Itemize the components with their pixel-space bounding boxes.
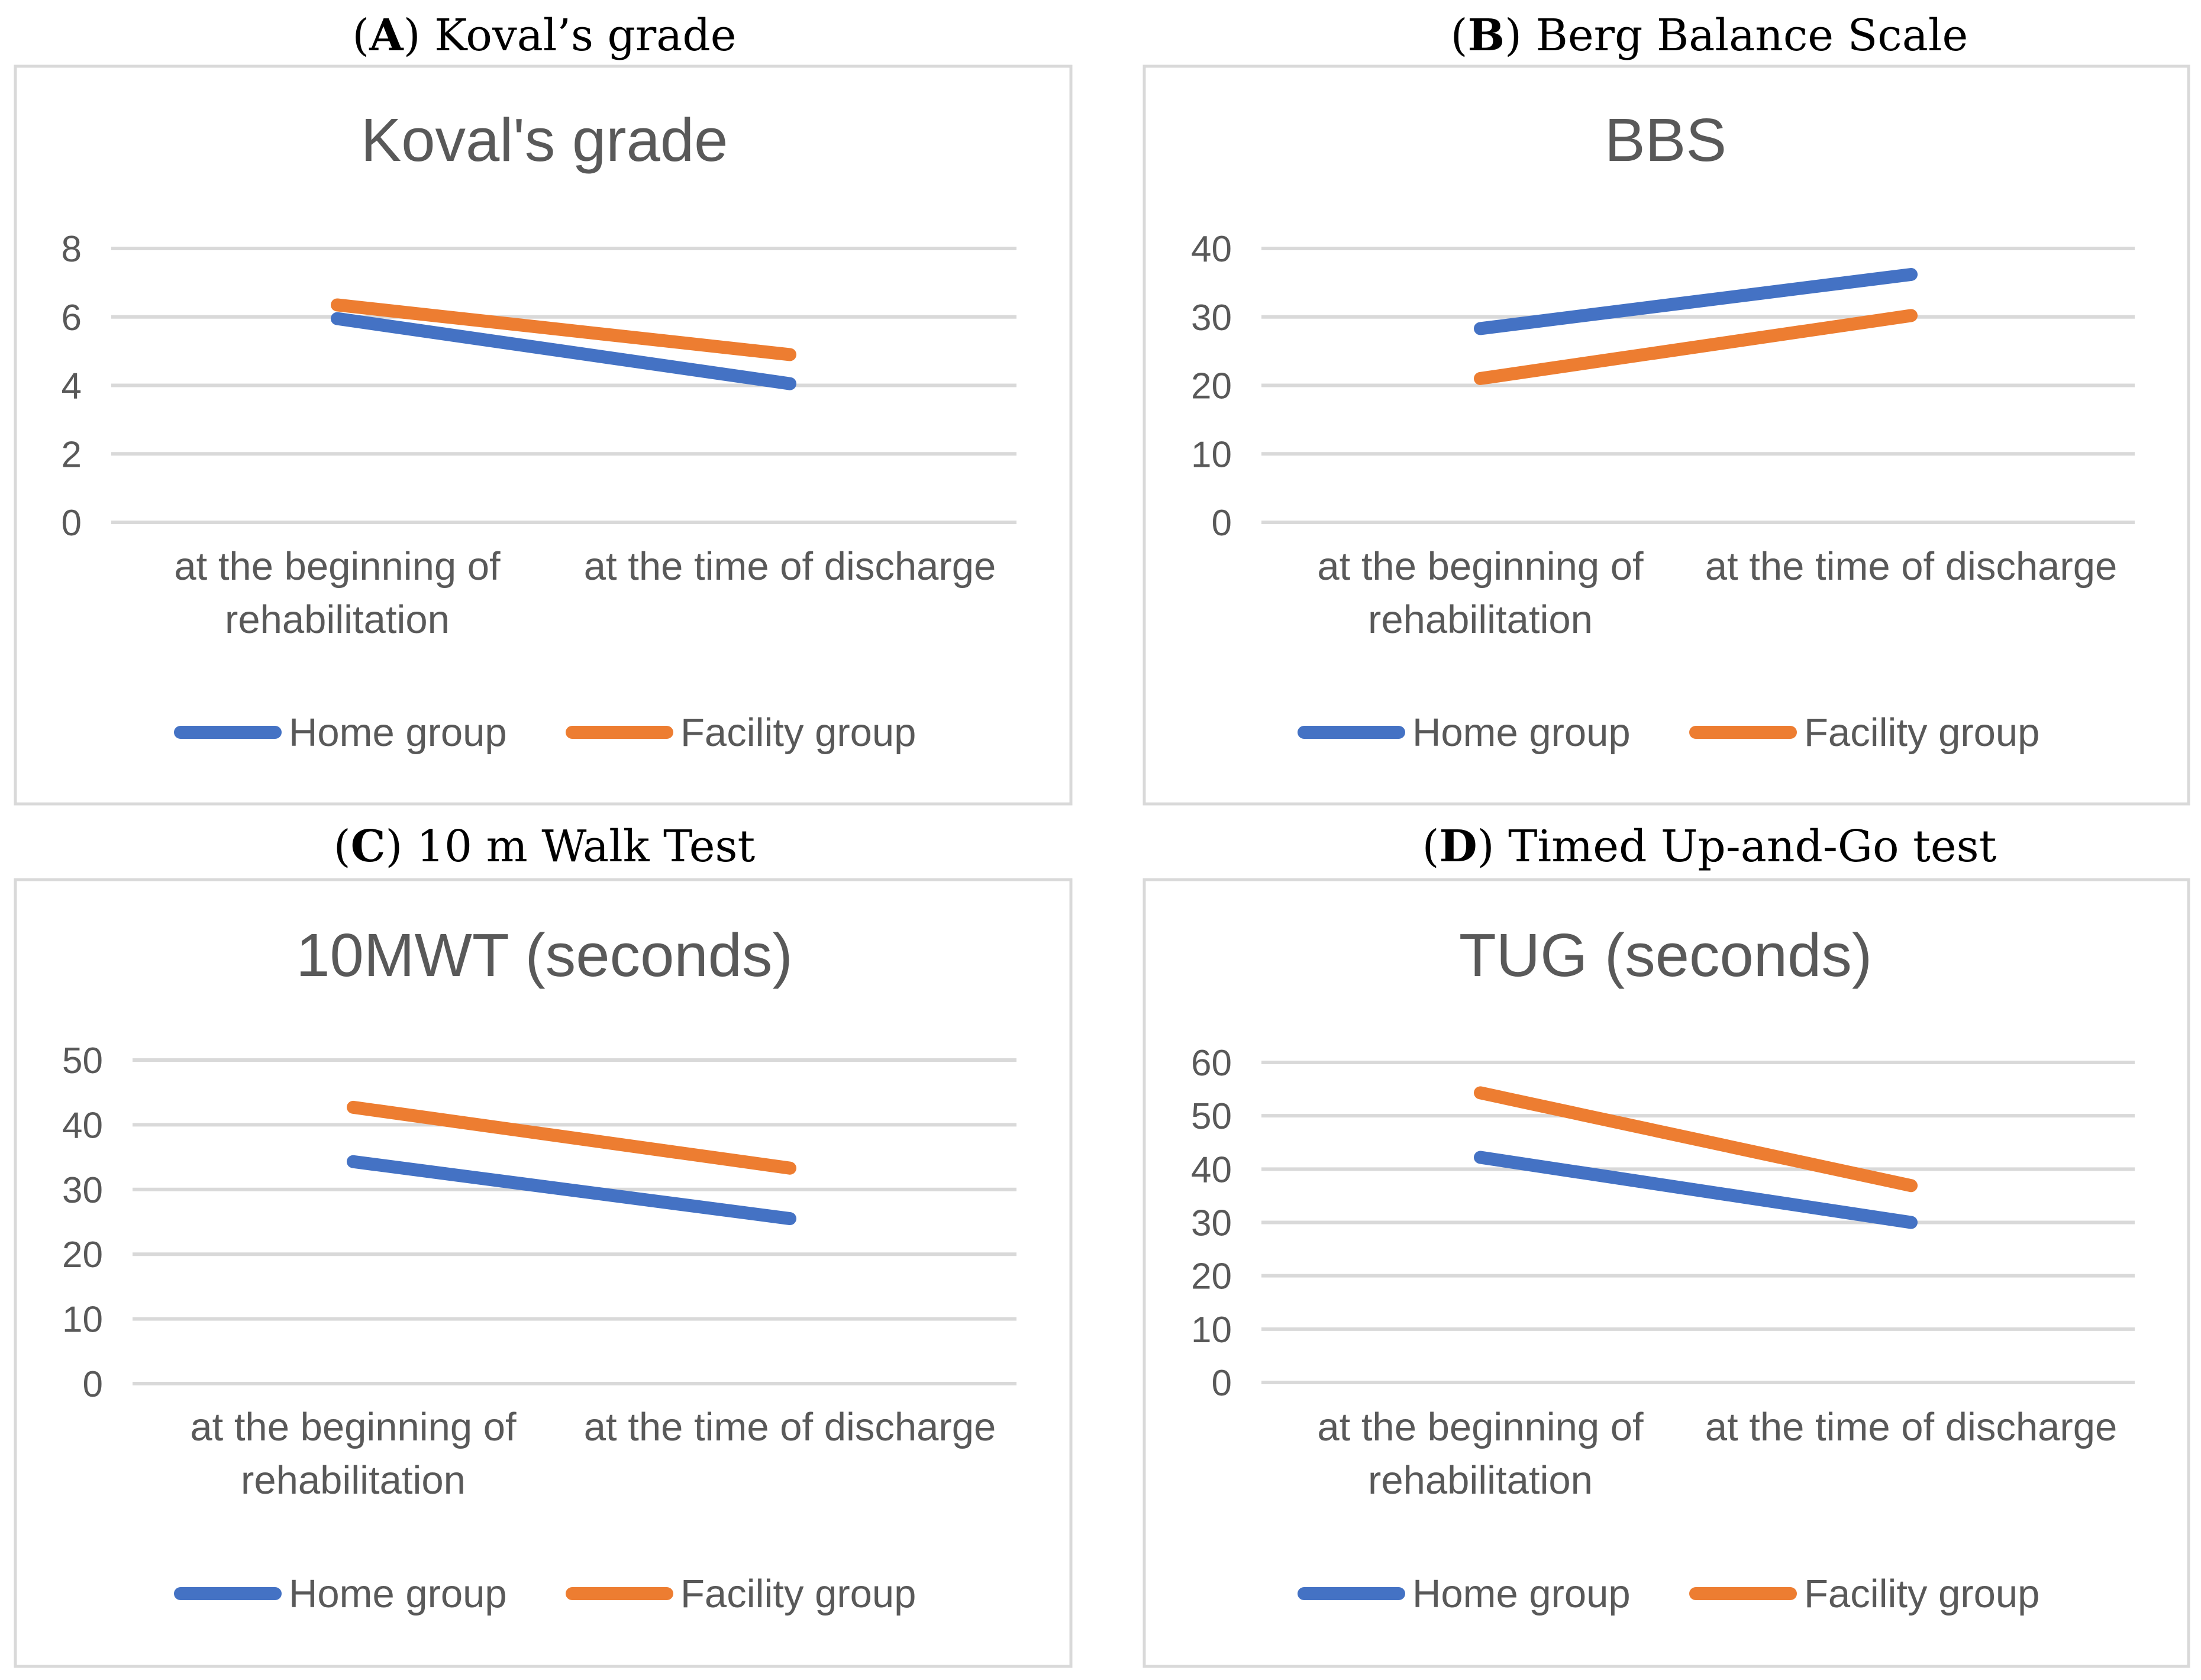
panel-caption-open-paren: (	[352, 10, 369, 61]
chart-frame	[1143, 64, 2190, 806]
data-point-facility	[1480, 377, 1481, 379]
panel-caption-open-paren: (	[1422, 821, 1440, 872]
chart-panel-c: (C) 10 m Walk Test 10MWT (seconds) 0 10 20 30…	[14, 821, 1073, 1668]
y-tick-label: 30	[1191, 298, 1232, 338]
series-line-home	[347, 1155, 796, 1226]
x-category-label: at the time of discharge	[584, 1405, 996, 1449]
x-category-label: at the beginning of	[1317, 1405, 1644, 1449]
legend-label-home: Home group	[1412, 1572, 1631, 1616]
panel-caption-open-paren: (	[1451, 10, 1468, 61]
panel-letter: A	[369, 10, 404, 61]
legend-label-facility: Facility group	[680, 710, 916, 755]
y-tick-label: 0	[83, 1364, 103, 1405]
y-tick-label: 30	[1191, 1203, 1232, 1244]
y-tick-label: 40	[1191, 229, 1232, 270]
data-point-facility	[1910, 315, 1912, 316]
data-point-facility	[337, 304, 338, 306]
panel-caption: (D) Timed Up-and-Go test	[1422, 821, 1997, 872]
chart-title: TUG (seconds)	[1459, 921, 1872, 989]
series-line-home	[331, 312, 796, 390]
x-category-label: rehabilitation	[241, 1458, 466, 1503]
panel-caption: (B) Berg Balance Scale	[1451, 10, 1968, 61]
panel-caption-open-paren: (	[334, 821, 351, 872]
x-category-label: at the time of discharge	[1705, 1405, 2117, 1449]
data-point-facility	[353, 1106, 354, 1108]
y-tick-label: 8	[62, 229, 82, 270]
y-tick-label: 50	[1191, 1096, 1232, 1137]
x-category-label: at the time of discharge	[1705, 544, 2117, 589]
chart-title: 10MWT (seconds)	[296, 921, 793, 989]
panel-caption: (A) Koval’s grade	[352, 10, 736, 61]
series-line-home	[1474, 267, 1918, 335]
chart-frame	[14, 64, 1073, 806]
y-tick-label: 60	[1191, 1043, 1232, 1084]
chart-panel-b: (B) Berg Balance Scale BBS 0 10 20 30 40 at the…	[1143, 10, 2190, 806]
data-point-facility	[1480, 1092, 1481, 1094]
y-tick-label: 10	[62, 1300, 103, 1340]
y-tick-label: 0	[62, 503, 82, 544]
panel-caption: (C) 10 m Walk Test	[334, 821, 756, 872]
y-tick-label: 40	[1191, 1149, 1232, 1190]
y-tick-label: 4	[62, 366, 82, 407]
series-line-facility	[1474, 1086, 1918, 1193]
data-point-home	[1480, 1156, 1481, 1158]
x-category-label: rehabilitation	[1368, 1458, 1593, 1503]
y-tick-label: 20	[62, 1235, 103, 1275]
y-tick-label: 0	[1212, 1363, 1232, 1404]
data-point-facility	[789, 354, 790, 356]
panel-caption-text: ) Koval’s grade	[404, 10, 737, 61]
y-tick-label: 20	[1191, 1256, 1232, 1297]
data-point-home	[353, 1161, 354, 1162]
x-category-label: at the beginning of	[190, 1405, 517, 1449]
chart-frame	[1143, 878, 2190, 1668]
data-point-home	[337, 318, 338, 319]
x-category-label: at the beginning of	[1317, 544, 1644, 589]
x-category-label: rehabilitation	[225, 597, 450, 642]
series-line-facility	[1474, 309, 1918, 385]
data-point-home	[789, 1218, 790, 1220]
data-point-home	[1910, 1222, 1912, 1223]
legend-label-facility: Facility group	[1804, 1572, 2039, 1616]
y-tick-label: 30	[62, 1170, 103, 1211]
x-category-label: at the time of discharge	[584, 544, 996, 589]
data-point-home	[1910, 273, 1912, 275]
chart-title: Koval's grade	[361, 106, 728, 174]
legend-label-facility: Facility group	[680, 1572, 916, 1616]
y-tick-label: 0	[1212, 503, 1232, 544]
y-tick-label: 50	[62, 1041, 103, 1081]
data-point-facility	[789, 1167, 790, 1169]
y-tick-label: 10	[1191, 434, 1232, 475]
legend-label-home: Home group	[1412, 710, 1631, 755]
y-tick-label: 40	[62, 1105, 103, 1146]
panel-letter: C	[351, 821, 386, 872]
y-tick-label: 20	[1191, 366, 1232, 407]
series-line-home	[1474, 1151, 1918, 1229]
legend-label-home: Home group	[289, 710, 507, 755]
chart-title: BBS	[1605, 106, 1726, 174]
y-tick-label: 10	[1191, 1310, 1232, 1351]
series-line-facility	[347, 1100, 796, 1175]
panel-caption-text: ) Berg Balance Scale	[1505, 10, 1968, 61]
chart-panel-d: (D) Timed Up-and-Go test TUG (seconds) 0 10…	[1143, 821, 2190, 1668]
chart-frame	[14, 878, 1073, 1668]
data-point-home	[789, 383, 790, 385]
chart-panel-a: (A) Koval’s grade Koval's grade 0 2 4 6 8 at th…	[14, 10, 1073, 806]
series-line-facility	[331, 298, 796, 361]
x-category-label: at the beginning of	[174, 544, 501, 589]
data-point-facility	[1910, 1185, 1912, 1187]
y-tick-label: 6	[62, 298, 82, 338]
panel-letter: B	[1468, 10, 1505, 61]
panel-caption-text: ) 10 m Walk Test	[386, 821, 756, 872]
legend-label-facility: Facility group	[1804, 710, 2039, 755]
data-point-home	[1480, 328, 1481, 329]
y-tick-label: 2	[62, 434, 82, 475]
x-category-label: rehabilitation	[1368, 597, 1593, 642]
panel-letter: D	[1440, 821, 1477, 872]
panel-caption-text: ) Timed Up-and-Go test	[1477, 821, 1997, 872]
legend-label-home: Home group	[289, 1572, 507, 1616]
